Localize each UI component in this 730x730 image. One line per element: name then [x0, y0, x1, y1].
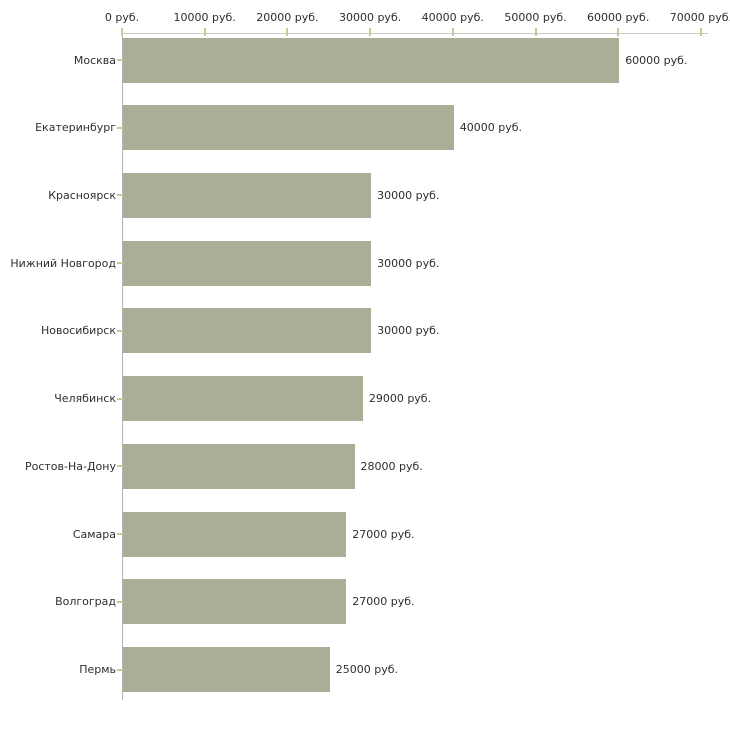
- bar-row: Челябинск 29000 руб.: [0, 372, 730, 440]
- x-axis-tick-icon: [121, 28, 123, 36]
- x-axis-tick-icon: [534, 28, 537, 36]
- category-label: Нижний Новгород: [10, 256, 116, 270]
- x-axis-tick-icon: [617, 28, 620, 36]
- category-tick-icon: [117, 465, 123, 468]
- value-label: 30000 руб.: [377, 188, 440, 202]
- value-label: 27000 руб.: [352, 527, 415, 541]
- x-axis-tick-label: 20000 руб.: [256, 11, 319, 24]
- x-axis-tick-label: 60000 руб.: [587, 11, 650, 24]
- bar: [123, 443, 355, 489]
- bar: [123, 37, 620, 83]
- category-label: Екатеринбург: [35, 121, 116, 135]
- category-tick-icon: [117, 397, 123, 400]
- bar-row: Новосибирск 30000 руб.: [0, 304, 730, 372]
- category-label: Челябинск: [54, 392, 116, 406]
- x-axis-tick-label: 0 руб.: [104, 11, 140, 24]
- category-label: Красноярск: [48, 188, 116, 202]
- bar: [123, 376, 363, 422]
- x-axis-tick-icon: [699, 28, 702, 36]
- bar-row: Нижний Новгород 30000 руб.: [0, 236, 730, 304]
- bar: [123, 105, 454, 151]
- y-axis-line: [122, 33, 123, 700]
- category-tick-icon: [117, 59, 123, 61]
- category-label: Самара: [72, 527, 116, 541]
- x-axis-line: [122, 33, 708, 34]
- category-tick-icon: [117, 262, 123, 265]
- value-label: 40000 руб.: [459, 121, 523, 135]
- category-tick-icon: [117, 126, 123, 129]
- value-label: 60000 руб.: [625, 53, 688, 67]
- bar-row: Волгоград 27000 руб.: [0, 575, 730, 643]
- x-axis-tick-label: 70000 руб.: [669, 11, 730, 24]
- bar: [123, 240, 372, 286]
- category-label: Пермь: [79, 663, 116, 677]
- bar-row: Самара 27000 руб.: [0, 507, 730, 575]
- bar: [123, 172, 372, 218]
- category-tick-icon: [117, 600, 123, 603]
- x-axis-tick-label: 10000 руб.: [173, 11, 236, 24]
- category-tick-icon: [117, 194, 123, 197]
- bar: [123, 647, 330, 693]
- category-label: Волгоград: [55, 595, 116, 609]
- x-axis-tick-icon: [203, 28, 206, 36]
- x-axis-tick-icon: [286, 28, 289, 36]
- value-label: 25000 руб.: [335, 663, 399, 677]
- x-axis-tick-icon: [369, 28, 372, 36]
- value-label: 30000 руб.: [377, 324, 440, 338]
- x-axis-tick-label: 50000 руб.: [504, 11, 567, 24]
- value-label: 27000 руб.: [352, 595, 415, 609]
- bar: [123, 579, 347, 625]
- bar: [123, 511, 347, 557]
- category-label: Москва: [73, 53, 116, 67]
- category-label: Ростов-На-Дону: [24, 459, 116, 473]
- value-label: 30000 руб.: [377, 256, 440, 270]
- category-label: Новосибирск: [40, 324, 116, 338]
- bar-row: Красноярск 30000 руб.: [0, 168, 730, 236]
- bar-row: Екатеринбург 40000 руб.: [0, 101, 730, 169]
- bar-row: Пермь 25000 руб.: [0, 643, 730, 711]
- x-axis-tick-label: 30000 руб.: [338, 11, 402, 24]
- bar-row: Ростов-На-Дону 28000 руб.: [0, 439, 730, 507]
- x-axis-tick-icon: [451, 28, 454, 36]
- category-tick-icon: [117, 533, 123, 536]
- value-label: 28000 руб.: [360, 459, 423, 473]
- value-label: 29000 руб.: [368, 392, 432, 406]
- category-tick-icon: [117, 668, 123, 671]
- category-tick-icon: [117, 329, 123, 332]
- x-axis-tick-label: 40000 руб.: [421, 11, 484, 24]
- bar-row: Москва 60000 руб.: [0, 33, 730, 101]
- bar: [123, 308, 372, 354]
